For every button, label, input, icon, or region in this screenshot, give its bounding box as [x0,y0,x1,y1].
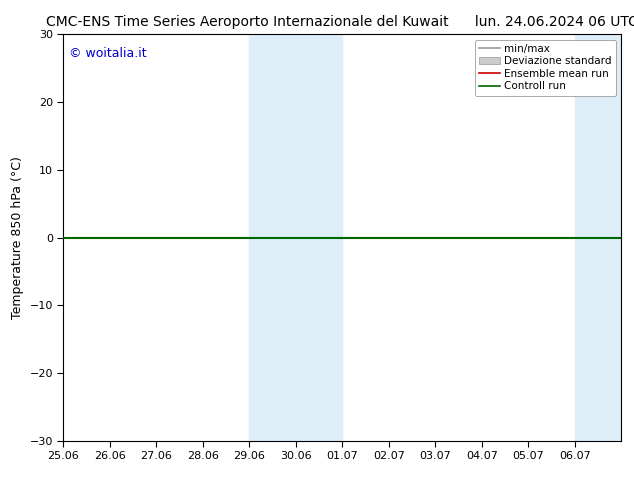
Legend: min/max, Deviazione standard, Ensemble mean run, Controll run: min/max, Deviazione standard, Ensemble m… [476,40,616,96]
Bar [249,34,342,441]
Y-axis label: Temperature 850 hPa (°C): Temperature 850 hPa (°C) [11,156,24,319]
Title: CMC-ENS Time Series Aeroporto Internazionale del Kuwait      lun. 24.06.2024 06 : CMC-ENS Time Series Aeroporto Internazio… [46,15,634,29]
Bar [575,34,621,441]
Text: © woitalia.it: © woitalia.it [69,47,146,59]
